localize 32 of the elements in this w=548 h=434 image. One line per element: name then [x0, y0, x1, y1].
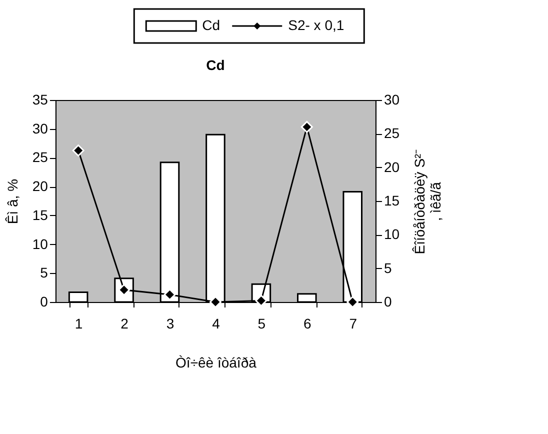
x-tick-label: 3: [166, 316, 174, 332]
point: [346, 296, 359, 308]
y-tick-label: 0: [40, 294, 48, 310]
x-tick-label: 2: [120, 316, 129, 332]
y-tick-label: 15: [32, 206, 48, 223]
x-tick-label: 5: [258, 316, 266, 332]
legend-label: S2- x 0,1: [288, 17, 344, 33]
x-axis-title: Òî÷êè îòáîðà: [176, 354, 257, 370]
y-tick-label: 10: [32, 236, 48, 252]
legend-label: Cd: [202, 17, 220, 33]
y-tick-label: 25: [32, 149, 48, 166]
y2-tick-label: 20: [384, 158, 400, 175]
y2-tick-label: 25: [384, 125, 400, 142]
y2-tick-label: 30: [384, 92, 400, 108]
y2-tick-label: 10: [384, 226, 400, 242]
point: [300, 120, 313, 133]
y-tick-label: 35: [32, 92, 48, 108]
y-tick-label: 5: [40, 264, 48, 281]
x-tick-label: 7: [349, 316, 358, 332]
chart-title: Cd: [206, 57, 225, 73]
y-axis-title: Êì â, %: [4, 178, 20, 224]
x-tick-label: 4: [212, 316, 220, 332]
x-tick-label: 6: [303, 316, 312, 332]
y2-tick-label: 5: [384, 260, 392, 276]
y2-tick-label: 0: [384, 294, 392, 310]
point: [209, 296, 222, 308]
point: [72, 144, 84, 156]
y2-tick-label: 15: [384, 192, 400, 208]
x-tick-label: 1: [74, 316, 83, 332]
y2-axis-title: Êîíöåíòðàöèÿ S²⁻, ìêã/ã: [412, 148, 444, 254]
y-tick-label: 30: [32, 120, 48, 136]
y-tick-label: 20: [32, 178, 48, 194]
